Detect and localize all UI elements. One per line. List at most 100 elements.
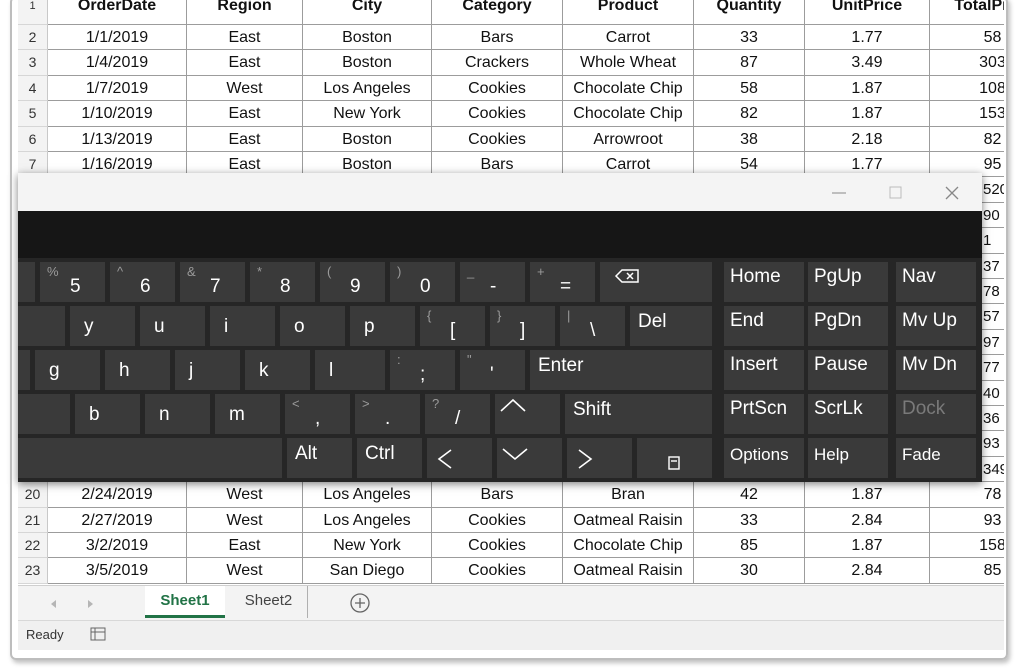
cell[interactable]: 2.84 bbox=[805, 558, 930, 584]
key[interactable] bbox=[497, 438, 562, 478]
cell[interactable]: Cookies bbox=[432, 101, 563, 127]
cell[interactable]: East bbox=[187, 533, 303, 559]
key[interactable] bbox=[637, 438, 712, 478]
cell[interactable]: 2/24/2019 bbox=[48, 482, 187, 508]
key[interactable]: n bbox=[145, 394, 210, 434]
cell[interactable]: Chocolate Chip bbox=[563, 101, 694, 127]
cell[interactable]: San Diego bbox=[303, 558, 432, 584]
cell[interactable]: 42 bbox=[694, 482, 805, 508]
key[interactable]: k bbox=[245, 350, 310, 390]
cell[interactable]: 82 bbox=[930, 127, 1004, 152]
key[interactable]: b bbox=[75, 394, 140, 434]
cell[interactable]: West bbox=[187, 482, 303, 508]
key[interactable]: Shift bbox=[565, 394, 712, 434]
key[interactable]: h bbox=[105, 350, 170, 390]
cell[interactable]: Los Angeles bbox=[303, 75, 432, 102]
key[interactable]: Dock bbox=[896, 394, 976, 434]
key[interactable]: & 7 bbox=[180, 262, 245, 302]
cell[interactable]: Cookies bbox=[432, 75, 563, 102]
cell[interactable]: 3/5/2019 bbox=[48, 558, 187, 584]
key[interactable]: PrtScn bbox=[724, 394, 804, 434]
key[interactable]: ScrLk bbox=[808, 394, 888, 434]
cell[interactable]: 58 bbox=[694, 75, 805, 102]
key[interactable] bbox=[495, 394, 560, 434]
cell[interactable]: East bbox=[187, 25, 303, 51]
cell[interactable]: 30 bbox=[694, 558, 805, 584]
key[interactable]: Mv Dn bbox=[896, 350, 976, 390]
key[interactable]: p bbox=[350, 306, 415, 346]
cell[interactable]: 58 bbox=[930, 25, 1004, 51]
key[interactable] bbox=[18, 394, 70, 434]
cell[interactable]: Los Angeles bbox=[303, 482, 432, 508]
cell[interactable]: New York bbox=[303, 533, 432, 559]
cell[interactable]: New York bbox=[303, 101, 432, 127]
key[interactable]: PgUp bbox=[808, 262, 888, 302]
cell[interactable]: 33 bbox=[694, 507, 805, 533]
key[interactable] bbox=[600, 262, 712, 302]
cell[interactable]: Chocolate Chip bbox=[563, 533, 694, 559]
key[interactable]: ) 0 bbox=[390, 262, 455, 302]
cell[interactable]: 153 bbox=[930, 101, 1004, 127]
sheet-tab[interactable]: Sheet2 bbox=[230, 586, 308, 618]
tab-scroll-arrows[interactable] bbox=[48, 598, 98, 610]
key[interactable]: ? / bbox=[425, 394, 490, 434]
cell[interactable]: East bbox=[187, 126, 303, 152]
key[interactable]: ^ 6 bbox=[110, 262, 175, 302]
key[interactable]: Pause bbox=[808, 350, 888, 390]
cell[interactable]: 1.87 bbox=[805, 533, 930, 559]
macro-icon[interactable] bbox=[90, 627, 106, 641]
cell[interactable]: Crackers bbox=[432, 50, 563, 76]
cell[interactable]: East bbox=[187, 50, 303, 76]
add-sheet-button[interactable] bbox=[349, 592, 371, 614]
key[interactable]: g bbox=[35, 350, 100, 390]
cell[interactable]: 2/27/2019 bbox=[48, 507, 187, 533]
key[interactable]: :; bbox=[390, 350, 455, 390]
cell[interactable]: Chocolate Chip bbox=[563, 75, 694, 102]
key[interactable]: {[ bbox=[420, 306, 485, 346]
cell[interactable]: 1/1/2019 bbox=[48, 25, 187, 51]
key[interactable]: Help bbox=[808, 438, 888, 478]
cell[interactable]: West bbox=[187, 558, 303, 584]
cell[interactable]: Whole Wheat bbox=[563, 50, 694, 76]
key[interactable]: % 5 bbox=[40, 262, 105, 302]
key[interactable]: End bbox=[724, 306, 804, 346]
key[interactable]: + = bbox=[530, 262, 595, 302]
cell[interactable]: 85 bbox=[694, 533, 805, 559]
key[interactable] bbox=[427, 438, 492, 478]
key[interactable]: (9 bbox=[320, 262, 385, 302]
cell[interactable]: Arrowroot bbox=[563, 126, 694, 152]
cell[interactable]: 1/4/2019 bbox=[48, 50, 187, 76]
cell[interactable]: 38 bbox=[694, 126, 805, 152]
cell[interactable]: Oatmeal Raisin bbox=[563, 507, 694, 533]
cell[interactable]: 108 bbox=[930, 76, 1004, 102]
key[interactable]: Fade bbox=[896, 438, 976, 478]
key[interactable]: l bbox=[315, 350, 385, 390]
cell[interactable]: 85 bbox=[930, 558, 1004, 584]
key[interactable]: o bbox=[280, 306, 345, 346]
cell[interactable]: Cookies bbox=[432, 558, 563, 584]
cell[interactable]: 87 bbox=[694, 50, 805, 76]
key[interactable]: >. bbox=[355, 394, 420, 434]
cell[interactable]: 158 bbox=[930, 533, 1004, 559]
key[interactable] bbox=[18, 350, 30, 390]
key[interactable] bbox=[567, 438, 632, 478]
cell[interactable]: East bbox=[187, 101, 303, 127]
key[interactable]: Del bbox=[630, 306, 712, 346]
key[interactable]: Nav bbox=[896, 262, 976, 302]
cell[interactable]: Boston bbox=[303, 126, 432, 152]
cell[interactable]: 3/2/2019 bbox=[48, 533, 187, 559]
key[interactable]: y bbox=[70, 306, 135, 346]
key[interactable] bbox=[18, 306, 65, 346]
key[interactable] bbox=[18, 262, 35, 302]
cell[interactable]: Cookies bbox=[432, 533, 563, 559]
key[interactable]: * 8 bbox=[250, 262, 315, 302]
cell[interactable]: 93 bbox=[930, 508, 1004, 533]
cell[interactable]: 82 bbox=[694, 101, 805, 127]
cell[interactable]: Cookies bbox=[432, 126, 563, 152]
sheet-tab-active[interactable]: Sheet1 bbox=[145, 586, 225, 618]
key[interactable]: }] bbox=[490, 306, 555, 346]
key[interactable]: i bbox=[210, 306, 275, 346]
cell[interactable]: 1/7/2019 bbox=[48, 75, 187, 102]
key[interactable]: Insert bbox=[724, 350, 804, 390]
cell[interactable]: 2.18 bbox=[805, 126, 930, 152]
